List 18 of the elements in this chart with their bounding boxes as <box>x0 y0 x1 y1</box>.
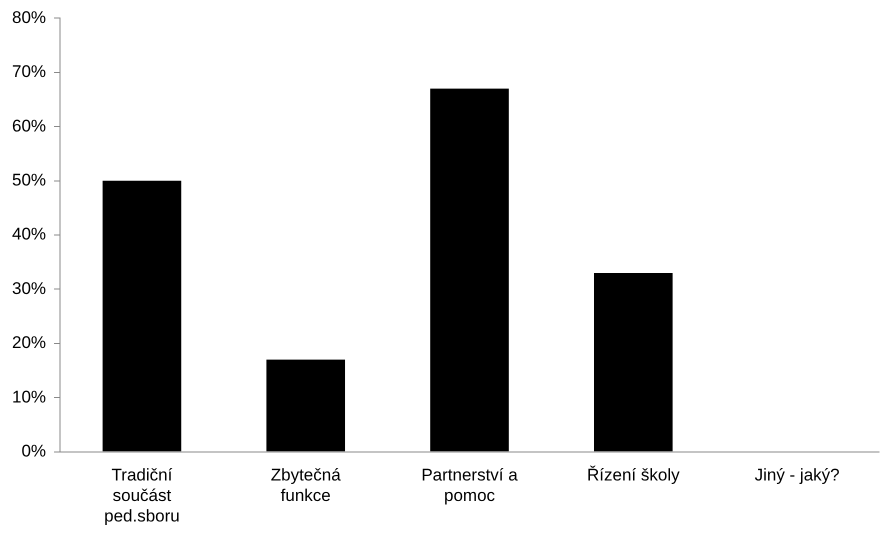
y-tick-label: 60% <box>12 116 46 136</box>
y-tick-label: 30% <box>12 278 46 298</box>
y-tick-label: 10% <box>12 387 46 406</box>
y-tick-label: 20% <box>12 333 46 352</box>
y-tick-label: 50% <box>12 170 46 190</box>
y-tick-label: 0% <box>21 441 46 460</box>
bar <box>594 272 673 452</box>
y-tick-label: 80% <box>12 8 46 27</box>
x-tick-label: Jiný - jaký? <box>754 466 840 485</box>
x-tick-label: Řízení školy <box>587 466 680 485</box>
bar <box>266 360 346 452</box>
y-tick-label: 70% <box>12 62 46 82</box>
x-tick-label: Tradiční součást ped.sboru <box>104 466 180 526</box>
x-tick-label: Zbytečná funkce <box>270 466 342 506</box>
bar <box>430 88 509 452</box>
bar <box>102 180 182 452</box>
x-tick-label: Partnerství a pomoc <box>421 466 518 506</box>
y-tick-label: 40% <box>12 224 46 244</box>
